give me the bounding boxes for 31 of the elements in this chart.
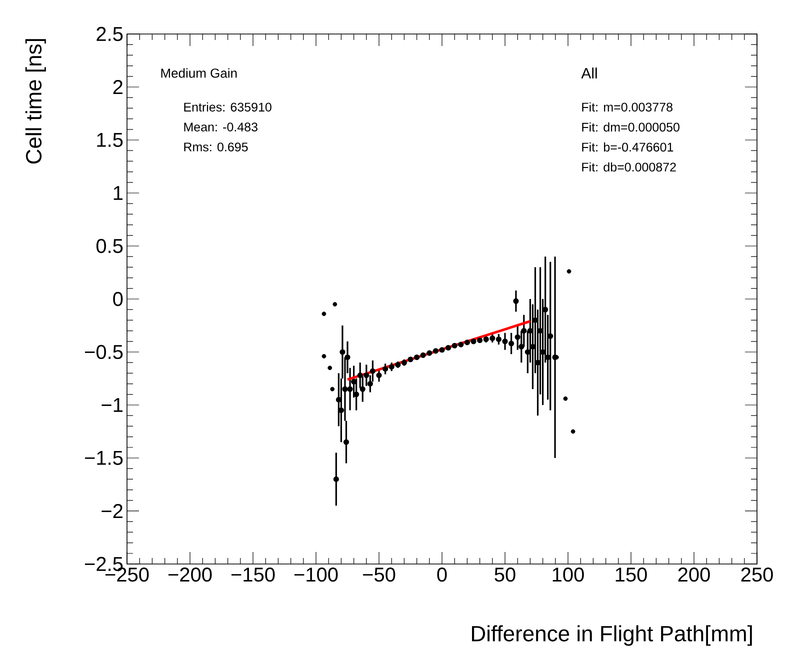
x-tick-label: 0 [437,568,447,582]
annotation: Fit: b=-0.476601 [582,142,674,152]
annotation: Entries: 635910 [184,102,272,112]
x-tick-label: 100 [552,568,584,582]
x-tick-label: −100 [294,568,338,582]
annotation: Medium Gain [161,68,237,78]
y-tick-label: 2.5 [96,26,123,42]
y-axis-title: Cell time [ns] [25,39,46,164]
annotation: Fit: db=0.000872 [582,162,676,172]
annotation: Mean: -0.483 [184,122,258,132]
y-tick-label: 1.5 [97,133,123,147]
annotation: Fit: dm=0.000050 [582,122,680,132]
y-tick-label: −1.5 [84,451,123,465]
y-tick-label: 1 [114,186,122,200]
y-tick-label: −0.5 [84,344,123,360]
x-tick-label: −50 [363,568,396,582]
y-tick-label: 2 [113,80,122,94]
x-tick-label: 200 [678,568,710,582]
annotation: Rms: 0.695 [184,142,248,152]
y-tick-label: 0.5 [96,238,123,254]
x-tick-label: 50 [494,568,516,582]
annotation: Fit: m=0.003778 [582,102,672,112]
x-tick-label: −200 [168,568,212,582]
y-tick-label: −2 [102,504,122,518]
x-tick-label: 150 [616,568,647,582]
annotation: All [581,68,597,78]
x-tick-label: 250 [741,568,773,582]
x-axis-title: Difference in Flight Path[mm] [472,625,752,646]
y-tick-label: 0 [113,292,123,306]
y-tick-label: −1 [102,398,122,412]
x-tick-label: −150 [231,568,275,582]
